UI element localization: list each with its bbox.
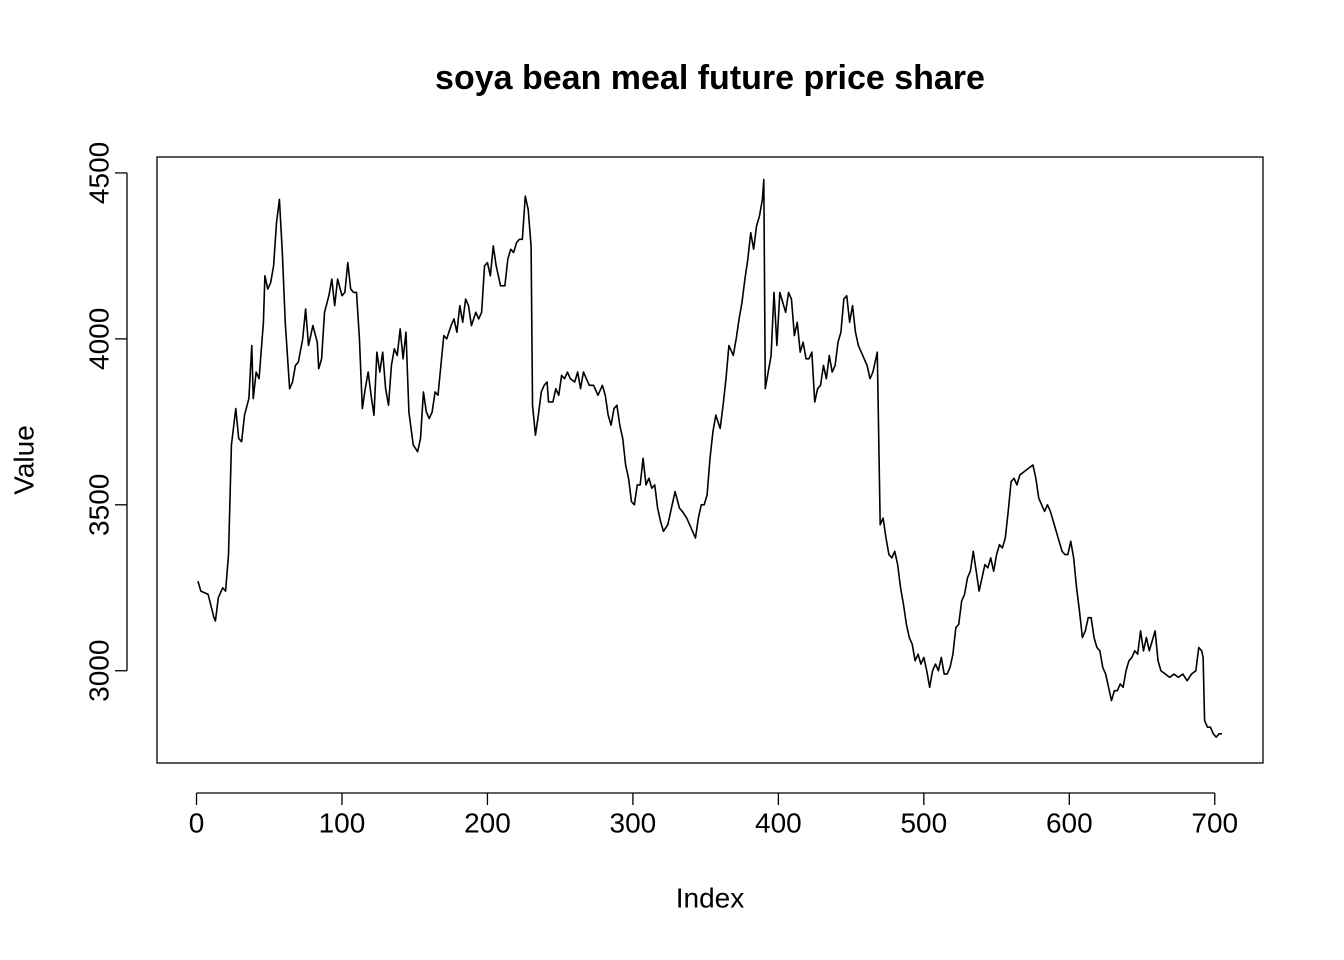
x-tick-label: 100 [319,807,366,838]
y-tick-label: 4000 [83,308,114,370]
plot-box [156,156,1264,764]
x-tick-label: 200 [464,807,511,838]
y-tick-label: 3500 [83,474,114,536]
y-tick-label: 3000 [83,640,114,702]
y-tick-label: 4500 [83,142,114,204]
x-tick-label: 700 [1191,807,1238,838]
x-tick-label: 0 [189,807,205,838]
x-tick-label: 500 [900,807,947,838]
x-tick-label: 600 [1046,807,1093,838]
chart-title: soya bean meal future price share [435,59,985,97]
x-tick-label: 400 [755,807,802,838]
x-axis-label: Index [676,882,745,913]
x-tick-label: 300 [610,807,657,838]
y-axis-label: Value [8,425,39,495]
data-line [197,178,1223,738]
